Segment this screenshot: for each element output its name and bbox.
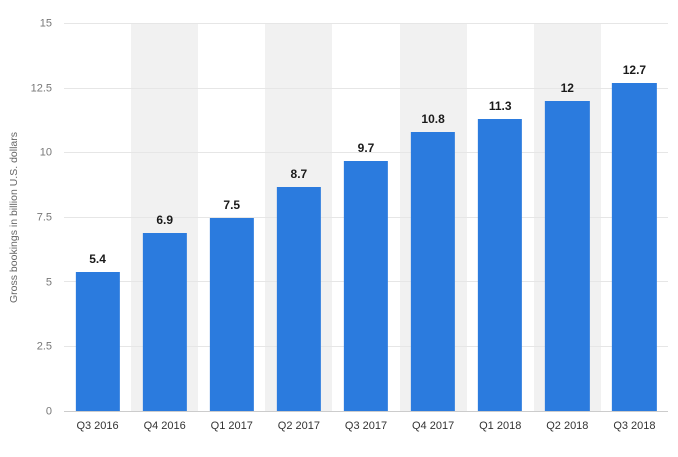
y-tick-label: 15 bbox=[39, 17, 52, 30]
bar-value-label: 5.4 bbox=[89, 251, 106, 266]
gridline bbox=[64, 87, 668, 89]
y-axis: 0 2.5 5 7.5 10 12.5 15 bbox=[0, 18, 56, 417]
y-tick-label: 7.5 bbox=[36, 211, 52, 224]
plot-band: 9.7 bbox=[332, 24, 399, 411]
bar-value-label: 8.7 bbox=[290, 166, 308, 181]
plot-band: 12.7 bbox=[601, 24, 668, 411]
bar bbox=[612, 83, 657, 411]
bar-value-label: 7.5 bbox=[223, 197, 241, 212]
plot-band: 7.5 bbox=[198, 24, 265, 411]
bar bbox=[545, 101, 590, 411]
bar bbox=[142, 232, 187, 411]
y-tick-label: 2.5 bbox=[36, 340, 52, 353]
plot-band: 8.7 bbox=[265, 24, 333, 411]
plot-band: 5.4 bbox=[64, 24, 131, 411]
bar bbox=[343, 160, 389, 411]
bar bbox=[410, 132, 456, 411]
bar-value-label: 9.7 bbox=[357, 140, 375, 155]
y-tick-label: 0 bbox=[45, 405, 52, 418]
plot-band: 12 bbox=[533, 24, 601, 411]
x-axis-label: Q3 2017 bbox=[344, 420, 388, 432]
x-axis-label: Q2 2017 bbox=[277, 420, 320, 432]
bar bbox=[276, 186, 322, 411]
bar-value-label: 12.7 bbox=[622, 63, 647, 78]
bar bbox=[209, 217, 254, 411]
x-axis-label: Q4 2016 bbox=[143, 420, 186, 432]
x-axis-label: Q3 2016 bbox=[76, 420, 119, 432]
x-axis-label: Q2 2018 bbox=[546, 420, 589, 432]
bar-value-label: 6.9 bbox=[156, 212, 173, 227]
bar-value-label: 11.3 bbox=[488, 99, 512, 114]
gridline bbox=[64, 23, 668, 24]
bar-value-label: 10.8 bbox=[421, 112, 445, 127]
plot-band: 11.3 bbox=[467, 24, 534, 411]
x-axis-label: Q3 2018 bbox=[613, 420, 656, 432]
x-axis: Q3 2016 Q4 2016 Q1 2017 Q2 2017 Q3 2017 Q4 20… bbox=[64, 412, 668, 446]
y-tick-label: 10 bbox=[39, 146, 52, 159]
bar bbox=[478, 119, 523, 411]
gridline bbox=[64, 152, 668, 154]
x-axis-label: Q1 2017 bbox=[210, 420, 253, 432]
x-axis-label: Q4 2017 bbox=[412, 420, 455, 432]
bar-value-label: 12 bbox=[560, 81, 574, 96]
y-tick-label: 12.5 bbox=[30, 82, 52, 95]
y-tick-label: 5 bbox=[45, 276, 52, 289]
plot-band: 6.9 bbox=[131, 24, 199, 411]
plot-band: 10.8 bbox=[399, 24, 467, 411]
plot-area: 5.4 6.9 7.5 8.7 9.7 10.8 11.3 12 12.7 bbox=[64, 23, 668, 412]
bar bbox=[75, 271, 120, 411]
plot-columns: 5.4 6.9 7.5 8.7 9.7 10.8 11.3 12 12.7 bbox=[64, 24, 668, 411]
x-axis-label: Q1 2018 bbox=[479, 420, 522, 432]
